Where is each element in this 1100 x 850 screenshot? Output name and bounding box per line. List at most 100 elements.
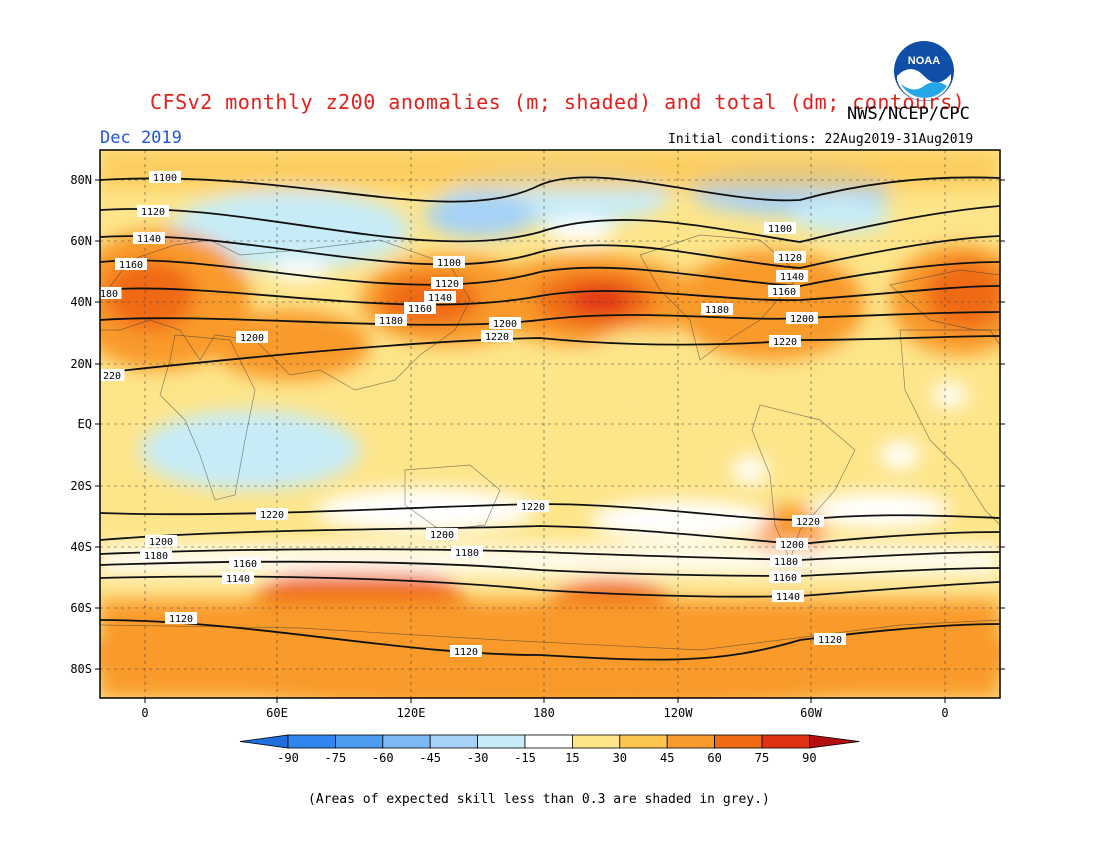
- contour-label: 1220: [521, 502, 545, 513]
- colorbar-cell: [477, 734, 526, 749]
- lat-label: 40N: [70, 295, 92, 309]
- lat-label: 20N: [70, 357, 92, 371]
- colorbar-cell: [429, 734, 479, 749]
- contour-label: 1140: [137, 234, 161, 245]
- contour-label-bg: [100, 369, 125, 381]
- contour-label: 1120: [778, 253, 802, 264]
- contour-label-bg: [772, 590, 804, 602]
- pos-anomaly: [580, 330, 700, 410]
- lat-label: 20S: [70, 479, 92, 493]
- colorbar-tick: -90: [277, 751, 299, 765]
- colorbar-tick: -75: [325, 751, 347, 765]
- contour-line: [100, 235, 1000, 269]
- contour-label-bg: [115, 258, 147, 270]
- contour-label-bg: [768, 285, 800, 297]
- contour-line: [100, 575, 1000, 598]
- skill-footnote: (Areas of expected skill less than 0.3 a…: [308, 792, 770, 807]
- contour-label: 1140: [780, 272, 804, 283]
- contour-label: 1180: [455, 548, 479, 559]
- noaa-logo-text: NOAA: [908, 55, 940, 67]
- contour-label-bg: [814, 633, 846, 645]
- neutral-anomaly: [810, 492, 950, 528]
- coastline: [899, 329, 1000, 526]
- contour-label-bg: [165, 612, 197, 624]
- contour-label: 1220: [796, 517, 820, 528]
- coastline: [100, 619, 1000, 651]
- colorbar-tick: 90: [802, 751, 816, 765]
- contour-label-bg: [375, 314, 407, 326]
- colorbar-cell: [572, 734, 621, 749]
- contour-label-bg: [133, 232, 165, 244]
- lon-label: 0: [941, 706, 948, 720]
- lon-label: 120W: [664, 706, 694, 720]
- neutral-anomaly: [932, 383, 968, 407]
- lon-label: 120E: [397, 706, 426, 720]
- contour-label-bg: [792, 515, 824, 527]
- lat-label: 60N: [70, 234, 92, 248]
- contour-line: [100, 560, 1000, 577]
- contour-label-bg: [229, 557, 261, 569]
- contour-label: 1160: [119, 260, 143, 271]
- southern-band: [100, 600, 1000, 698]
- contour-label: 1100: [437, 258, 461, 269]
- colorbar-tick: 30: [613, 751, 627, 765]
- contour-label-bg: [489, 317, 521, 329]
- colorbar-tick: -45: [419, 751, 441, 765]
- contour-label: 1140: [428, 293, 452, 304]
- contour-label: 1120: [454, 647, 478, 658]
- contour-line: [100, 311, 1000, 326]
- contour-label: 1160: [772, 287, 796, 298]
- colorbar-cell: [287, 734, 336, 749]
- colorbar-tick: -15: [514, 751, 536, 765]
- contour-label-bg: [404, 302, 436, 314]
- contour-label-bg: [517, 500, 549, 512]
- coastline: [159, 334, 256, 501]
- neg-anomaly: [425, 193, 535, 237]
- lat-label: 80N: [70, 173, 92, 187]
- contour-label: 1160: [408, 304, 432, 315]
- colorbar-cell: [334, 734, 384, 749]
- contour-label-bg: [236, 331, 268, 343]
- colorbar-cell: [714, 734, 763, 749]
- contour-label: 1180: [774, 557, 798, 568]
- pos-anomaly: [675, 250, 865, 360]
- contour-label: 1120: [435, 279, 459, 290]
- contour-label-bg: [769, 335, 801, 347]
- neg-anomaly: [790, 197, 890, 233]
- coastline: [100, 239, 471, 391]
- contour-label-bg: [424, 291, 456, 303]
- longitude-labels: 0 60E 120E 180 120W 60W 0: [141, 706, 948, 720]
- contour-label: 1180: [144, 551, 168, 562]
- colorbar-tick: 75: [755, 751, 769, 765]
- contour-line: [100, 619, 1000, 661]
- contour-label: 1220: [773, 337, 797, 348]
- contour-label-bg: [149, 171, 181, 183]
- neutral-anomaly: [270, 260, 330, 280]
- contour-label-bg: [769, 571, 801, 583]
- contour-label: 1200: [790, 314, 814, 325]
- contour-label: 1200: [780, 540, 804, 551]
- contour-label: 1120: [141, 207, 165, 218]
- colorbar-tick: -30: [467, 751, 489, 765]
- colorbar-cell: [382, 734, 431, 749]
- contour-label-bg: [481, 330, 513, 342]
- neutral-anomaly: [880, 441, 920, 469]
- contour-label: 1180: [379, 316, 403, 327]
- pos-anomaly: [140, 410, 360, 490]
- lon-label: 0: [141, 706, 148, 720]
- contour-label: 1120: [818, 635, 842, 646]
- contour-label-bg: [701, 303, 733, 315]
- noaa-logo-water: [901, 82, 947, 98]
- contour-label-bg: [100, 287, 122, 299]
- contour-line: [100, 503, 1000, 521]
- contour-label: 1220: [485, 332, 509, 343]
- contour-line: [100, 335, 1000, 374]
- pos-anomaly: [105, 260, 195, 330]
- noaa-logo: NOAA: [894, 41, 954, 101]
- lon-label: 60W: [800, 706, 822, 720]
- contour-label-bg: [764, 222, 796, 234]
- colorbar-tick: -60: [372, 751, 394, 765]
- contour-label-bg: [431, 277, 463, 289]
- contour-label-bg: [256, 508, 288, 520]
